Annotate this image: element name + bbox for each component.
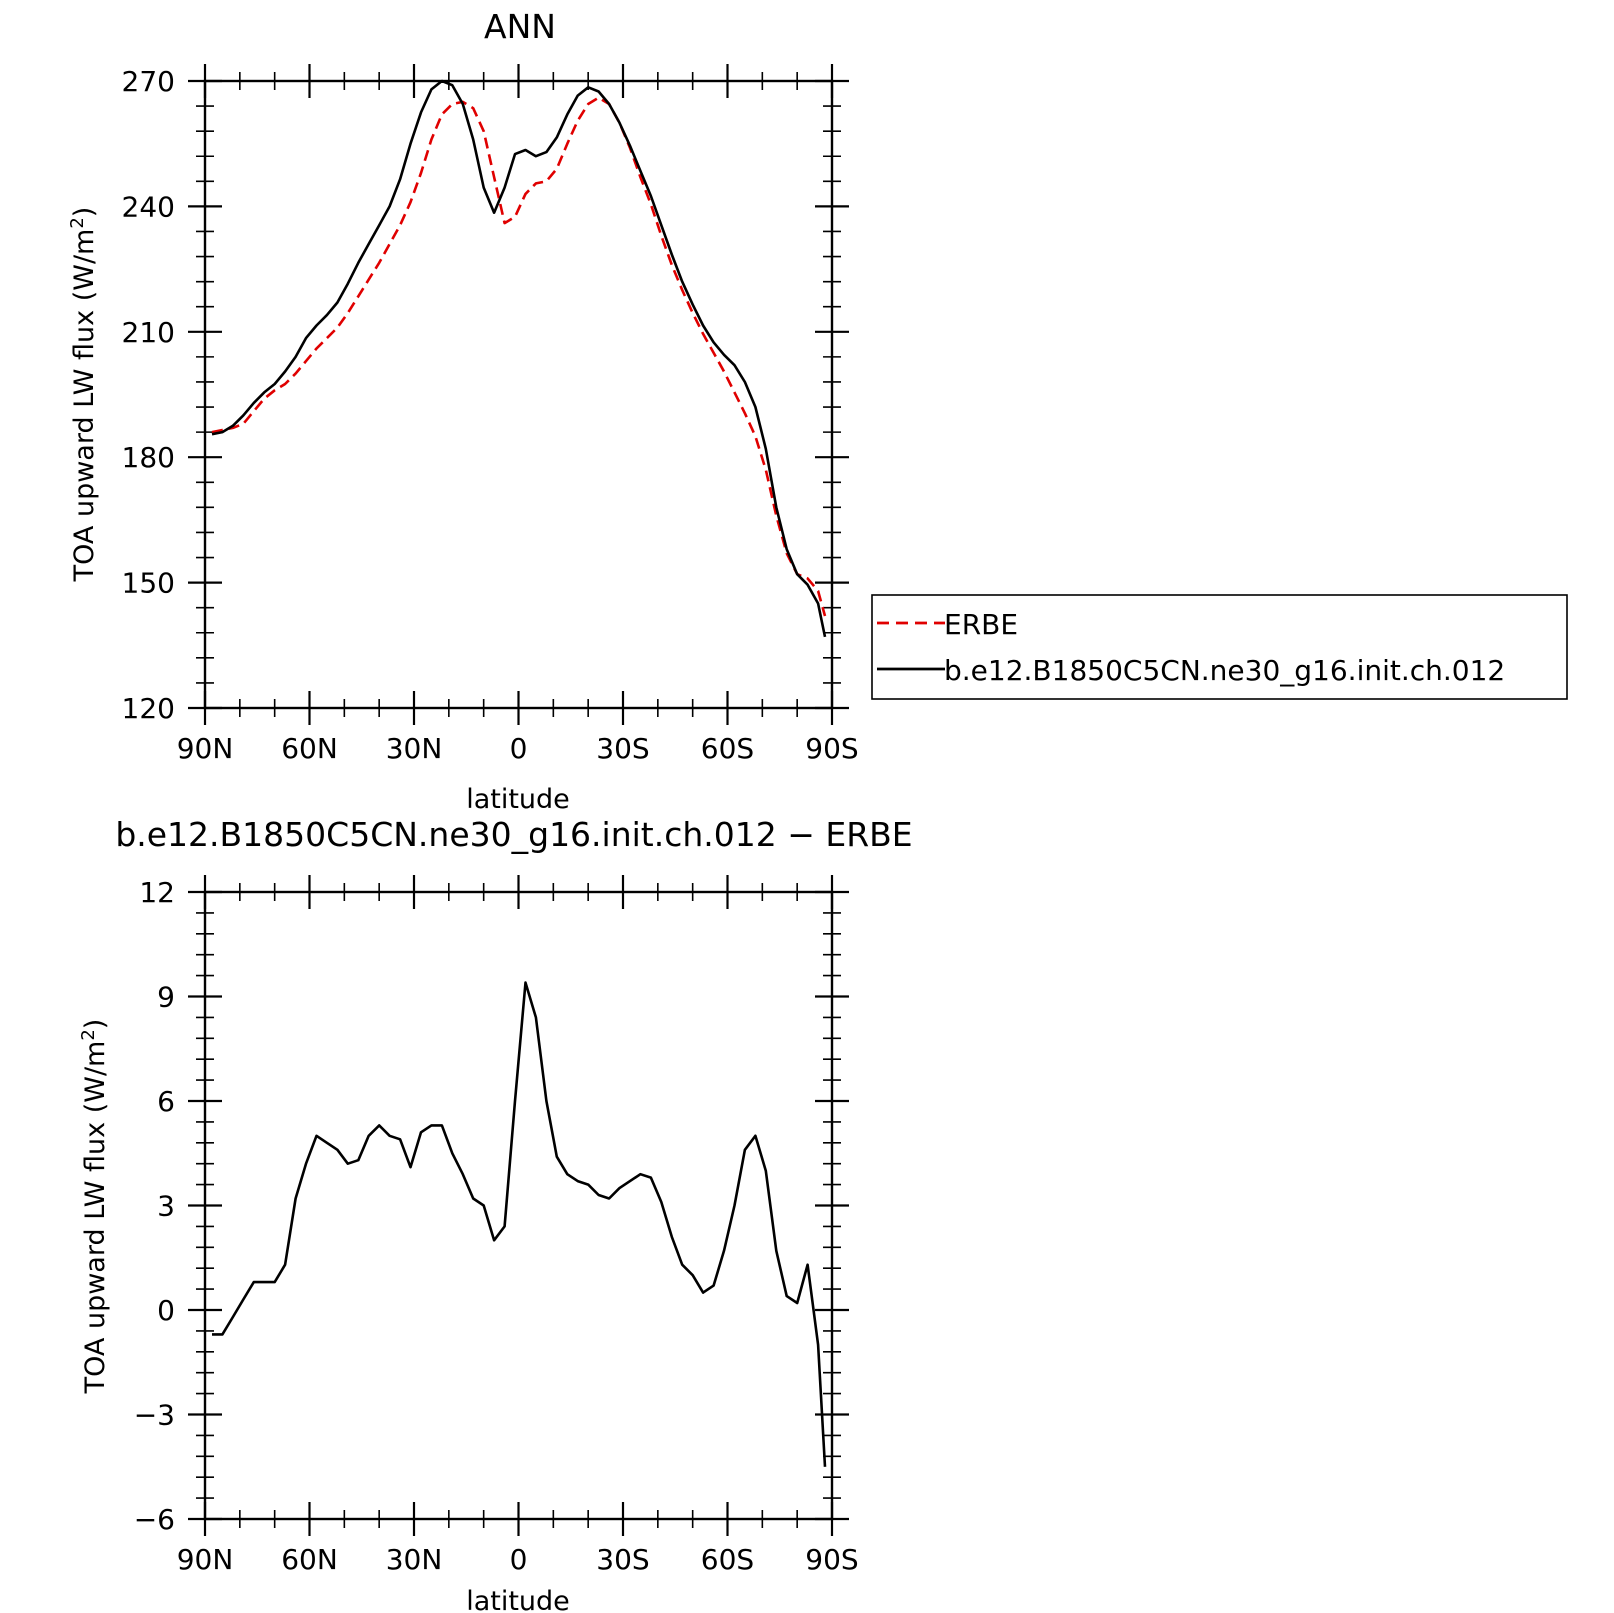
- top-panel-x-tick-label: 0: [510, 732, 528, 765]
- bottom-panel-x-tick-labels: 90N 60N 30N 0 30S 60S 90S: [177, 1543, 859, 1576]
- top-panel-x-axis-title: latitude: [466, 784, 570, 815]
- bottom-panel-y-tick-label: 6: [157, 1085, 175, 1118]
- bottom-panel-x-tick-label: 30N: [386, 1543, 443, 1576]
- bottom-panel-x-tick-label: 90N: [177, 1543, 234, 1576]
- bottom-panel-y-axis-title: TOA upward LW flux (W/m2): [78, 1019, 111, 1395]
- bottom-panel-y-tick-label: 3: [157, 1190, 175, 1223]
- legend-label-model: b.e12.B1850C5CN.ne30_g16.init.ch.012: [944, 654, 1505, 687]
- top-panel-x-tick-label: 30S: [596, 732, 649, 765]
- bottom-panel-difference: b.e12.B1850C5CN.ne30_g16.init.ch.012 − E…: [78, 815, 913, 1613]
- legend-label-erbe: ERBE: [944, 608, 1018, 641]
- top-panel-y-tick-label: 120: [122, 692, 175, 725]
- top-panel-x-tick-label: 90S: [805, 732, 858, 765]
- bottom-panel-y-tick-label: −6: [134, 1503, 175, 1536]
- top-panel-y-axis-title-main: TOA upward LW flux (W/m: [69, 229, 100, 583]
- top-panel-legend: ERBE b.e12.B1850C5CN.ne30_g16.init.ch.01…: [871, 594, 1568, 700]
- bottom-panel-y-tick-label: 9: [157, 981, 175, 1014]
- bottom-panel-x-tick-label: 90S: [805, 1543, 858, 1576]
- bottom-panel-y-axis-title-end: ): [80, 1019, 111, 1030]
- top-panel-y-axis-title-superscript: 2: [67, 217, 88, 228]
- bottom-panel-x-tick-label: 0: [510, 1543, 528, 1576]
- top-panel-y-tick-label: 210: [122, 316, 175, 349]
- top-panel-x-tick-label: 30N: [386, 732, 443, 765]
- bottom-panel-y-axis-title-main: TOA upward LW flux (W/m: [80, 1041, 111, 1395]
- top-panel-y-tick-label: 180: [122, 441, 175, 474]
- top-panel-y-axis-title: TOA upward LW flux (W/m2): [67, 207, 100, 583]
- bottom-panel-x-tick-label: 60N: [281, 1543, 338, 1576]
- top-panel-x-tick-labels: 90N 60N 30N 0 30S 60S 90S: [177, 732, 859, 765]
- top-panel-frame: [203, 79, 834, 710]
- bottom-panel-title: b.e12.B1850C5CN.ne30_g16.init.ch.012 − E…: [115, 815, 912, 854]
- top-panel-y-tick-labels: 120 150 180 210 240 270: [122, 65, 175, 725]
- top-panel-x-tick-label: 60N: [281, 732, 338, 765]
- top-panel-y-tick-label: 240: [122, 190, 175, 223]
- top-panel-x-tick-label: 60S: [701, 732, 754, 765]
- top-panel-series: [211, 79, 827, 638]
- top-panel-x-tick-label: 90N: [177, 732, 234, 765]
- top-panel-y-tick-label: 150: [122, 567, 175, 600]
- bottom-panel-y-tick-label: 12: [139, 876, 175, 909]
- legend-frame: [871, 594, 1568, 700]
- bottom-panel-frame: [203, 890, 834, 1521]
- top-panel-y-tick-label: 270: [122, 65, 175, 98]
- bottom-panel-x-tick-label: 30S: [596, 1543, 649, 1576]
- top-panel-series-line-model: [211, 79, 827, 638]
- bottom-panel-y-axis-title-superscript: 2: [78, 1029, 99, 1040]
- bottom-panel-series: [212, 981, 827, 1467]
- bottom-panel-x-axis-title: latitude: [466, 1586, 570, 1613]
- bottom-panel-y-tick-label: −3: [134, 1399, 175, 1432]
- bottom-panel-x-tick-label: 60S: [701, 1543, 754, 1576]
- top-panel-y-axis-title-end: ): [69, 207, 100, 218]
- top-panel-series-line-erbe: [211, 96, 827, 617]
- bottom-panel-series-line-difference: [212, 981, 827, 1467]
- bottom-panel-y-tick-label: 0: [157, 1294, 175, 1327]
- bottom-panel-ticks: [188, 875, 849, 1536]
- top-panel-title: ANN: [484, 7, 556, 46]
- bottom-panel-y-tick-labels: −6 −3 0 3 6 9 12: [134, 876, 175, 1536]
